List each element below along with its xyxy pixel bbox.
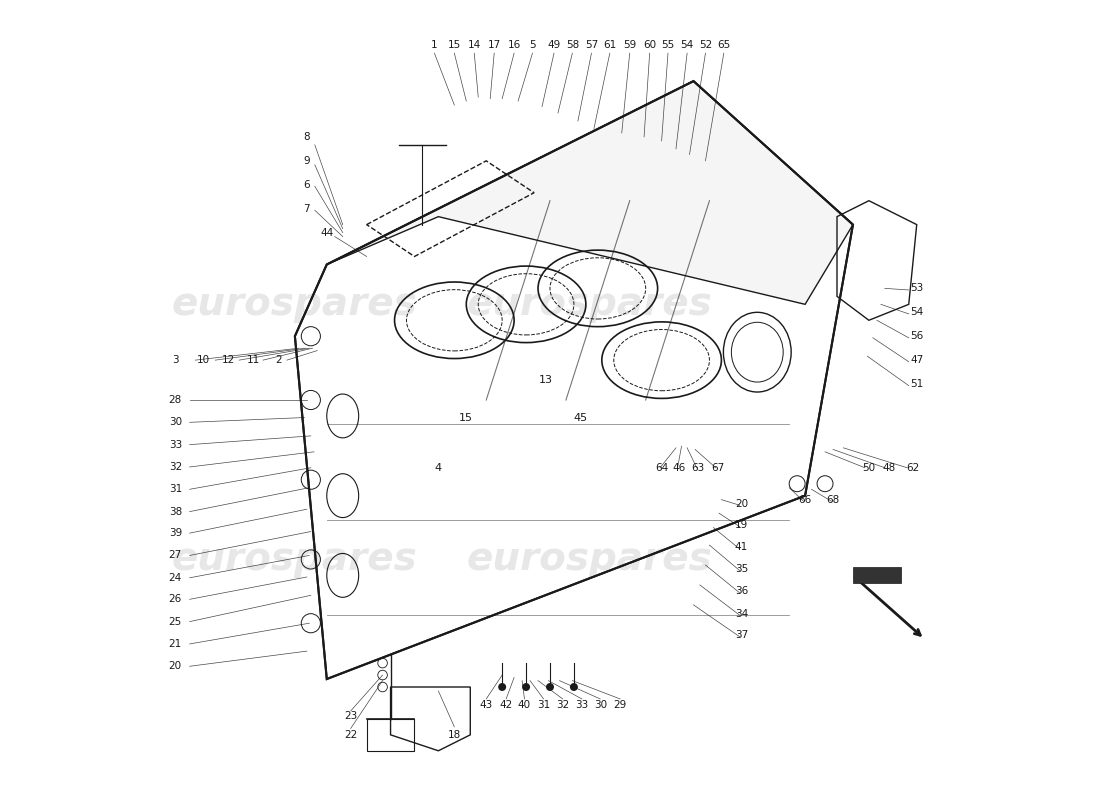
Text: 39: 39	[168, 528, 182, 538]
Circle shape	[522, 683, 530, 691]
Text: 23: 23	[344, 710, 358, 721]
Text: 2: 2	[276, 355, 283, 365]
Text: 20: 20	[168, 662, 182, 671]
Text: 61: 61	[603, 40, 616, 50]
Text: 51: 51	[910, 379, 923, 389]
Text: 56: 56	[910, 331, 923, 342]
Text: 50: 50	[862, 462, 876, 473]
Text: 40: 40	[518, 699, 531, 710]
Text: 4: 4	[434, 462, 442, 473]
Text: 22: 22	[344, 730, 358, 740]
Text: 31: 31	[168, 484, 182, 494]
Text: 13: 13	[539, 375, 553, 385]
Text: 67: 67	[711, 462, 724, 473]
Text: 31: 31	[537, 699, 550, 710]
Text: 41: 41	[735, 542, 748, 553]
Text: 25: 25	[168, 617, 182, 626]
Text: 34: 34	[735, 609, 748, 618]
Text: 44: 44	[320, 227, 333, 238]
Text: 49: 49	[548, 40, 561, 50]
Circle shape	[498, 683, 506, 691]
Text: 32: 32	[168, 462, 182, 472]
Text: 20: 20	[735, 498, 748, 509]
Text: 47: 47	[910, 355, 923, 365]
Text: 30: 30	[168, 418, 182, 427]
Bar	[366, 719, 415, 750]
Text: 36: 36	[735, 586, 748, 596]
Text: 19: 19	[735, 520, 748, 530]
Text: 8: 8	[304, 132, 310, 142]
Text: eurospares: eurospares	[172, 541, 418, 578]
Text: 1: 1	[431, 40, 438, 50]
Text: 58: 58	[565, 40, 579, 50]
Text: 24: 24	[168, 573, 182, 582]
Text: eurospares: eurospares	[468, 541, 713, 578]
Text: 60: 60	[644, 40, 657, 50]
Text: 32: 32	[557, 699, 570, 710]
Text: 65: 65	[717, 40, 730, 50]
Text: 12: 12	[222, 355, 235, 365]
Text: 35: 35	[735, 564, 748, 574]
Text: 9: 9	[304, 156, 310, 166]
Text: 43: 43	[480, 699, 493, 710]
Text: 6: 6	[304, 180, 310, 190]
Text: 17: 17	[487, 40, 500, 50]
Text: 42: 42	[499, 699, 513, 710]
Text: 30: 30	[594, 699, 607, 710]
Text: eurospares: eurospares	[468, 286, 713, 323]
Text: 66: 66	[799, 494, 812, 505]
Text: 14: 14	[468, 40, 481, 50]
Text: 37: 37	[735, 630, 748, 640]
Circle shape	[570, 683, 578, 691]
Text: 68: 68	[826, 494, 839, 505]
Text: 53: 53	[910, 283, 923, 294]
Text: 5: 5	[529, 40, 536, 50]
Text: 21: 21	[168, 639, 182, 649]
Text: 33: 33	[575, 699, 589, 710]
Text: 59: 59	[623, 40, 636, 50]
Text: eurospares: eurospares	[172, 286, 418, 323]
Text: 18: 18	[448, 730, 461, 740]
Text: 38: 38	[168, 506, 182, 517]
Text: 62: 62	[906, 462, 920, 473]
Text: 48: 48	[882, 462, 895, 473]
Text: 15: 15	[460, 413, 473, 422]
Text: 57: 57	[585, 40, 598, 50]
Text: 52: 52	[698, 40, 712, 50]
Text: 16: 16	[507, 40, 520, 50]
Text: 45: 45	[573, 413, 587, 422]
Text: 3: 3	[172, 355, 178, 365]
Text: 33: 33	[168, 440, 182, 450]
Text: 54: 54	[910, 307, 923, 318]
Circle shape	[546, 683, 554, 691]
Polygon shape	[327, 81, 852, 304]
Text: 27: 27	[168, 550, 182, 561]
Text: 54: 54	[681, 40, 694, 50]
Text: 11: 11	[246, 355, 260, 365]
Text: 46: 46	[672, 462, 685, 473]
Text: 64: 64	[654, 462, 668, 473]
Text: 29: 29	[614, 699, 627, 710]
Text: 26: 26	[168, 594, 182, 604]
Text: 63: 63	[692, 462, 705, 473]
Text: 55: 55	[661, 40, 674, 50]
Text: 7: 7	[304, 204, 310, 214]
Bar	[852, 567, 901, 583]
Text: 15: 15	[448, 40, 461, 50]
Text: 10: 10	[197, 355, 210, 365]
Text: 28: 28	[168, 395, 182, 405]
